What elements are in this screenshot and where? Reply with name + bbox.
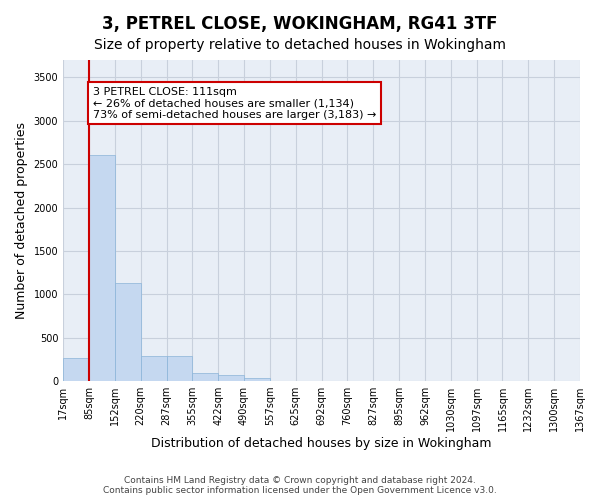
Bar: [218, 376, 244, 381]
Text: 3 PETREL CLOSE: 111sqm
← 26% of detached houses are smaller (1,134)
73% of semi-: 3 PETREL CLOSE: 111sqm ← 26% of detached…: [93, 87, 376, 120]
Text: Size of property relative to detached houses in Wokingham: Size of property relative to detached ho…: [94, 38, 506, 52]
Bar: [115, 283, 140, 381]
Bar: [89, 156, 115, 381]
Y-axis label: Number of detached properties: Number of detached properties: [15, 122, 28, 319]
Bar: [193, 373, 218, 381]
X-axis label: Distribution of detached houses by size in Wokingham: Distribution of detached houses by size …: [151, 437, 492, 450]
Bar: [63, 358, 89, 381]
Bar: [140, 356, 167, 381]
Bar: [167, 356, 193, 381]
Text: Contains HM Land Registry data © Crown copyright and database right 2024.
Contai: Contains HM Land Registry data © Crown c…: [103, 476, 497, 495]
Text: 3, PETREL CLOSE, WOKINGHAM, RG41 3TF: 3, PETREL CLOSE, WOKINGHAM, RG41 3TF: [102, 15, 498, 33]
Bar: [244, 378, 270, 381]
